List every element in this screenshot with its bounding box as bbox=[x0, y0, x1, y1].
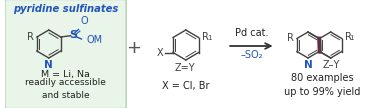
Text: R: R bbox=[345, 33, 352, 43]
Text: Pd cat.: Pd cat. bbox=[235, 28, 268, 38]
Text: +: + bbox=[126, 39, 141, 57]
Text: X = Cl, Br: X = Cl, Br bbox=[162, 81, 209, 91]
Text: R: R bbox=[201, 32, 208, 41]
Text: R: R bbox=[287, 33, 294, 43]
Text: Z–Y: Z–Y bbox=[323, 60, 340, 70]
Text: pyridine sulfinates: pyridine sulfinates bbox=[13, 4, 118, 14]
Text: Z=Y: Z=Y bbox=[175, 63, 195, 73]
Text: 1: 1 bbox=[350, 36, 354, 41]
Text: R: R bbox=[26, 32, 33, 41]
Text: M = Li, Na: M = Li, Na bbox=[41, 71, 90, 79]
FancyBboxPatch shape bbox=[5, 0, 126, 108]
Text: N: N bbox=[44, 60, 53, 70]
Text: OM: OM bbox=[86, 35, 102, 45]
Text: S: S bbox=[70, 30, 77, 40]
Text: O: O bbox=[81, 17, 88, 26]
Text: X: X bbox=[156, 48, 163, 57]
Text: –SO₂: –SO₂ bbox=[240, 50, 263, 60]
Text: N: N bbox=[304, 60, 312, 70]
Text: 1: 1 bbox=[207, 34, 211, 40]
Text: 80 examples
up to 99% yield: 80 examples up to 99% yield bbox=[284, 73, 360, 97]
Text: readily accessible
and stable: readily accessible and stable bbox=[25, 78, 106, 100]
